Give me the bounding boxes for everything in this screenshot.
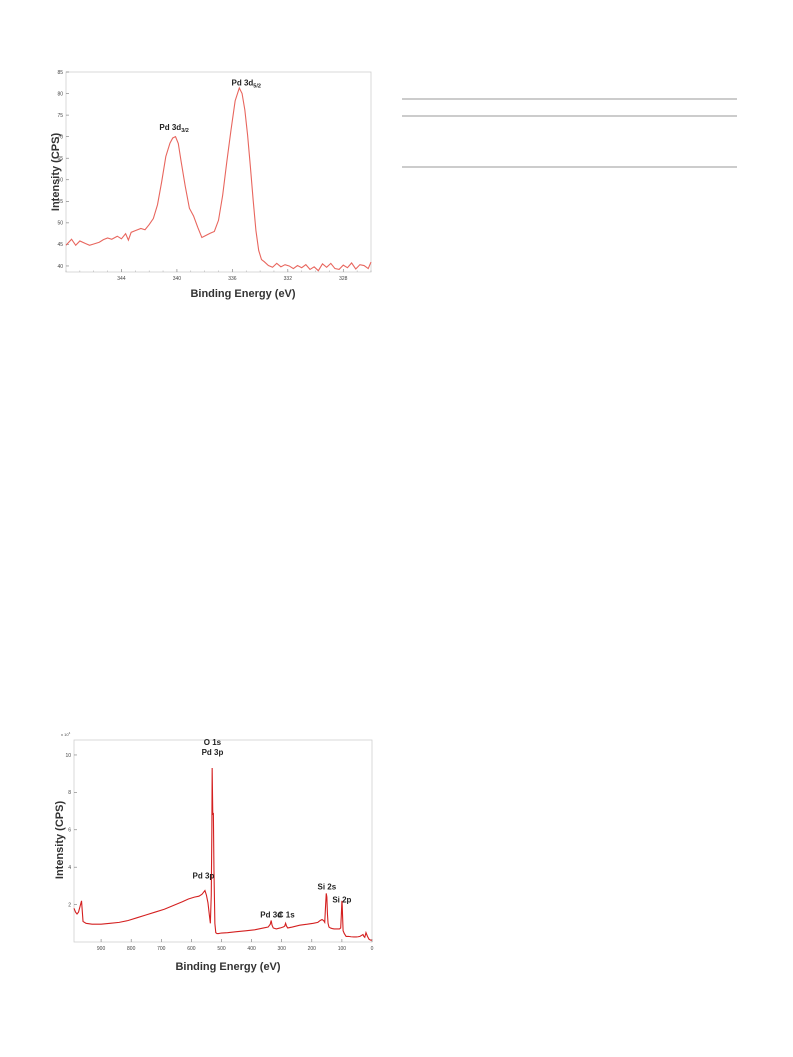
x-tick-label: 400 bbox=[247, 946, 256, 952]
peak-label: C 1s bbox=[278, 911, 295, 920]
x-tick-label: 800 bbox=[127, 946, 136, 952]
empty-table bbox=[402, 98, 737, 168]
x-tick-label: 700 bbox=[157, 946, 166, 952]
peak-label: Pd 3p bbox=[202, 748, 224, 757]
y-tick-label: 55 bbox=[57, 199, 63, 205]
peak-label: Pd 3d5/2 bbox=[232, 78, 261, 89]
pd3d-series-line bbox=[65, 86, 372, 272]
pd3d-chart: 40 45 50 55 60 65 70 75 80 85 344 340 336 332 328 Pd … bbox=[50, 70, 372, 300]
x-tick-label: 344 bbox=[117, 276, 126, 282]
x-tick-label: 0 bbox=[371, 946, 374, 952]
x-tick-label: 340 bbox=[173, 276, 182, 282]
x-tick-label: 600 bbox=[187, 946, 196, 952]
y-tick-label: 10 bbox=[65, 753, 71, 759]
y-tick-label: 60 bbox=[57, 178, 63, 184]
x-tick-label: 300 bbox=[278, 946, 287, 952]
pd3d-plot-frame bbox=[65, 71, 372, 273]
survey-x-axis-title: Binding Energy (eV) bbox=[175, 961, 280, 973]
x-tick-label: 328 bbox=[339, 276, 348, 282]
y-tick-label: 80 bbox=[57, 91, 63, 97]
x-tick-label: 900 bbox=[97, 946, 106, 952]
y-tick-label: 4 bbox=[68, 865, 71, 871]
y-tick-label: 85 bbox=[57, 70, 63, 76]
x-tick-label: 332 bbox=[284, 276, 293, 282]
peak-label: Si 2p bbox=[332, 896, 351, 905]
y-tick-label: 6 bbox=[68, 828, 71, 834]
y-tick-label: 8 bbox=[68, 790, 71, 796]
peak-label: Pd 3d bbox=[260, 911, 282, 920]
pd3d-x-ticks: 344 340 336 332 328 bbox=[65, 269, 372, 282]
y-tick-label: 75 bbox=[57, 113, 63, 119]
y-tick-label: 40 bbox=[57, 264, 63, 270]
y-tick-label: 2 bbox=[68, 902, 71, 908]
survey-x-ticks: 900 800 700 600 500 400 300 200 100 0 bbox=[97, 939, 374, 952]
pd3d-peak-labels: Pd 3d3/2 Pd 3d5/2 bbox=[159, 78, 261, 134]
y-tick-label: 70 bbox=[57, 134, 63, 140]
y-tick-label: 65 bbox=[57, 156, 63, 162]
peak-label: Pd 3d3/2 bbox=[159, 123, 188, 134]
peak-label: Pd 3p bbox=[193, 871, 215, 880]
survey-y-multiplier: x 104 bbox=[61, 731, 71, 737]
survey-chart: 2 4 6 8 10 900 800 700 600 500 400 300 200 100 0 x 10… bbox=[54, 731, 374, 973]
survey-series-line bbox=[73, 768, 372, 941]
pd3d-y-ticks: 40 45 50 55 60 65 70 75 80 85 bbox=[57, 70, 69, 270]
y-tick-label: 45 bbox=[57, 242, 63, 248]
survey-y-axis-title: Intensity (CPS) bbox=[54, 801, 66, 880]
x-tick-label: 100 bbox=[338, 946, 347, 952]
peak-label: Si 2s bbox=[318, 883, 337, 892]
x-tick-label: 336 bbox=[228, 276, 237, 282]
survey-y-ticks: 2 4 6 8 10 bbox=[65, 753, 77, 908]
survey-plot-frame bbox=[73, 739, 373, 943]
peak-label: O 1s bbox=[204, 738, 222, 747]
pd3d-x-axis-title: Binding Energy (eV) bbox=[190, 288, 295, 300]
y-tick-label: 50 bbox=[57, 221, 63, 227]
x-tick-label: 200 bbox=[308, 946, 317, 952]
pd3d-y-axis-title: Intensity (CPS) bbox=[50, 133, 62, 212]
x-tick-label: 500 bbox=[217, 946, 226, 952]
